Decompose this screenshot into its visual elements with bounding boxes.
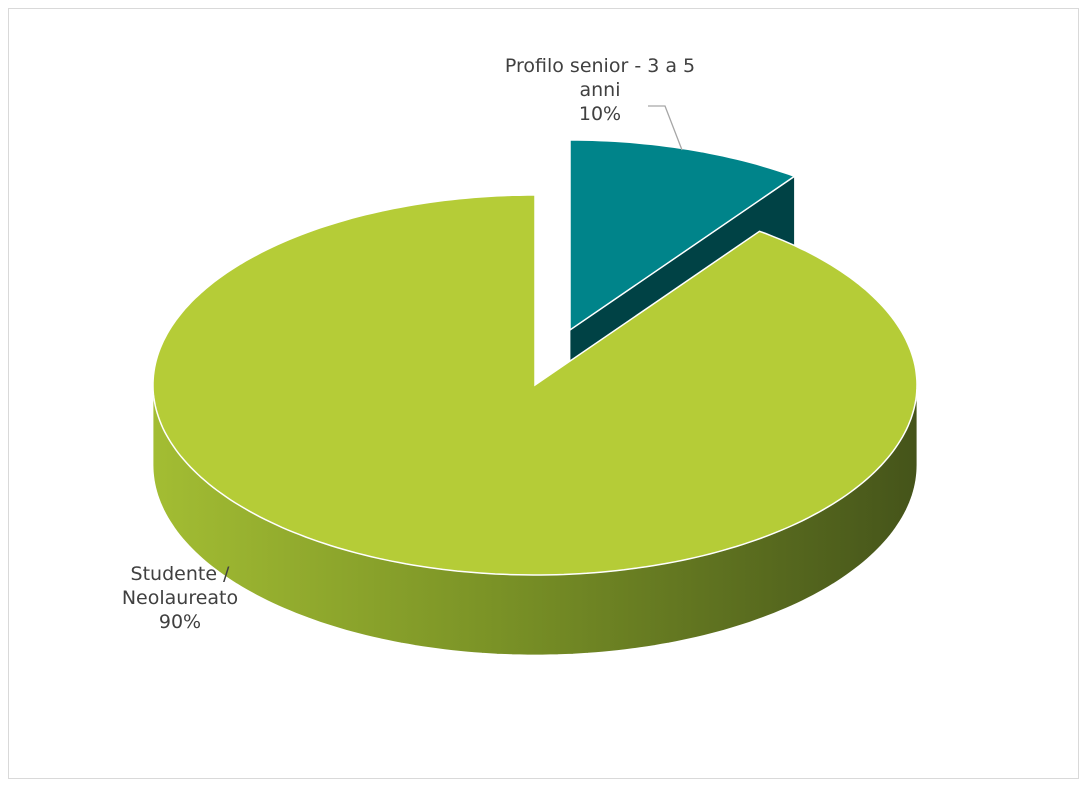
slice: [152, 194, 918, 576]
data-label: Studente / Neolaureato 90%: [60, 562, 300, 634]
leader-line: [648, 105, 683, 151]
label-value: 90%: [158, 611, 202, 633]
pie: [152, 139, 918, 656]
slice: [569, 139, 797, 332]
label-category: Profilo senior - 3 a 5 anni: [504, 55, 696, 101]
label-category: Studente / Neolaureato: [121, 563, 239, 609]
data-label: Profilo senior - 3 a 5 anni 10%: [480, 54, 720, 126]
label-value: 10%: [578, 103, 622, 125]
